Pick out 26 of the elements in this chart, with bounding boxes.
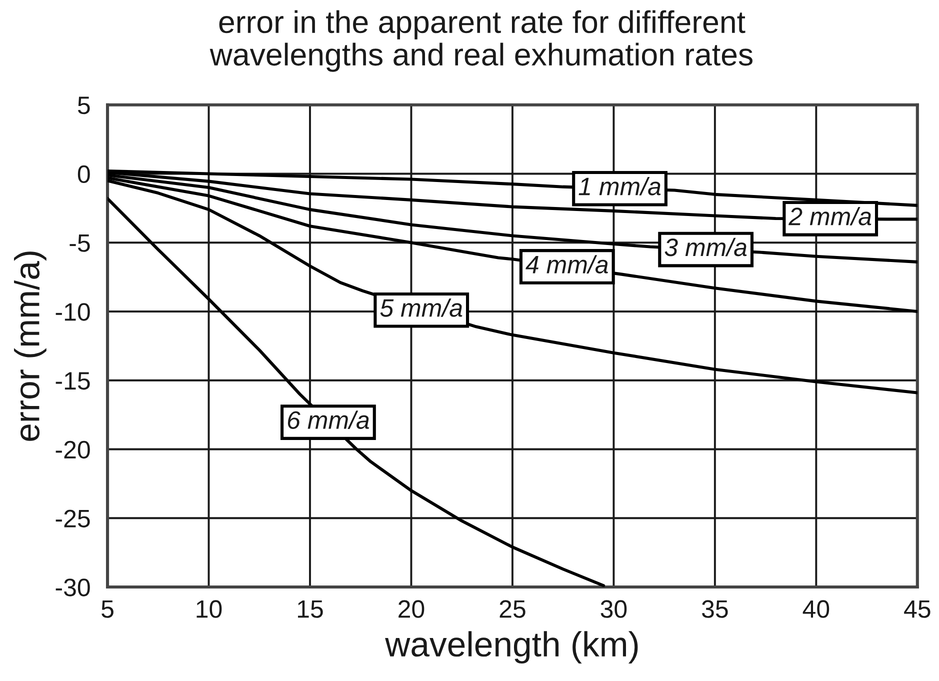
y-tick-label: -20 xyxy=(56,440,90,459)
y-tick-label: -5 xyxy=(70,234,90,252)
y-tick-label: -25 xyxy=(56,510,90,528)
y-tick-label: 5 xyxy=(78,96,90,114)
annotation: 2 mm/a xyxy=(788,207,872,226)
y-tick-label: -30 xyxy=(56,578,90,596)
annotation: 5 mm/a xyxy=(380,298,462,317)
x-axis-title: wavelength (km) xyxy=(385,631,638,664)
annotation: 1 mm/a xyxy=(578,176,661,196)
y-tick-label: 0 xyxy=(78,165,90,184)
x-tick-label: 30 xyxy=(600,600,627,618)
x-tick-label: 45 xyxy=(904,600,930,618)
x-tick-label: 20 xyxy=(398,600,424,618)
x-tick-label: 15 xyxy=(298,600,323,618)
chart-title: error in the apparent rate for dififferent wavelengths and real exhumation rates xyxy=(210,10,752,72)
x-tick-label: 25 xyxy=(500,600,526,618)
annotation: 4 mm/a xyxy=(526,255,608,274)
annotation: 6 mm/a xyxy=(288,410,370,429)
x-tick-label: 10 xyxy=(196,600,222,618)
x-tick-label: 35 xyxy=(702,600,728,618)
annotation: 3 mm/a xyxy=(664,238,747,256)
x-tick-label: 40 xyxy=(802,600,830,618)
y-tick-label: -15 xyxy=(56,372,90,390)
y-tick-label: -10 xyxy=(56,303,90,321)
y-axis-title: error (mm/a) xyxy=(14,252,46,441)
x-tick-label: 5 xyxy=(102,600,114,618)
